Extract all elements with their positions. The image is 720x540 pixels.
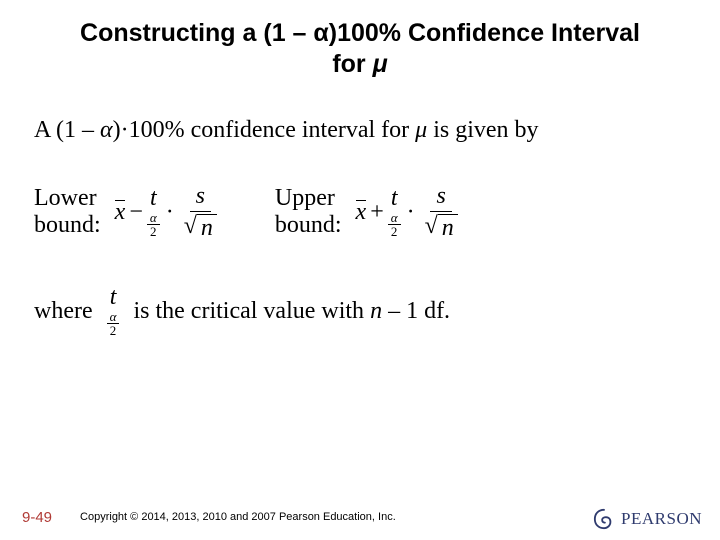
lower-l2: bound: [34, 212, 101, 238]
upper-bound-label: Upper bound: [275, 185, 342, 240]
lower-l1: Lower [34, 185, 97, 211]
s-num: s [190, 184, 211, 212]
page-number: 9-49 [22, 509, 52, 526]
where-rest: is the critical value with n – 1 df. [133, 298, 450, 325]
intro-line: A (1 – α)·100% confidence interval for μ… [34, 117, 686, 144]
t-sub-alpha-over-2: t α 2 [147, 186, 160, 238]
where-pre: is the critical value with [133, 298, 370, 324]
intro-suffix: is given by [427, 117, 538, 143]
alpha-num: α [107, 310, 120, 324]
upper-l2: bound: [275, 212, 342, 238]
intro-mid: )·100% confidence interval for [113, 117, 416, 143]
slide: Constructing a (1 – α)100% Confidence In… [0, 0, 720, 540]
slide-title: Constructing a (1 – α)100% Confidence In… [34, 18, 686, 81]
t-letter: t [391, 186, 398, 210]
bounds-row: Lower bound: x − t α 2 · s √ n [34, 184, 686, 242]
two-den: 2 [388, 225, 401, 238]
brand-swirl-icon [593, 508, 615, 530]
footer: 9-49 Copyright © 2014, 2013, 2010 and 20… [0, 494, 720, 540]
t-letter: t [150, 186, 157, 210]
upper-l1: Upper [275, 185, 335, 211]
t-letter: t [110, 285, 117, 309]
title-line2: for μ [332, 50, 387, 78]
alpha-num: α [388, 211, 401, 225]
brand-text: PEARSON [621, 509, 702, 529]
xbar: x [115, 199, 126, 226]
where-post: – 1 df. [382, 298, 450, 324]
n-rad: n [438, 214, 458, 241]
s-num: s [430, 184, 451, 212]
where-row: where t α 2 is the critical value with n… [34, 285, 686, 337]
sqrt-icon: √ n [184, 214, 217, 241]
t-sub-alpha-over-2: t α 2 [107, 285, 120, 337]
two-den: 2 [107, 324, 120, 337]
cdot: · [164, 199, 176, 226]
t-sub-alpha-over-2: t α 2 [388, 186, 401, 238]
xbar: x [356, 199, 367, 226]
intro-mu: μ [415, 117, 427, 143]
where-n: n [370, 298, 382, 324]
brand: PEARSON [593, 508, 702, 530]
sqrt-icon: √ n [425, 214, 458, 241]
s-over-sqrt-n: s √ n [421, 184, 462, 242]
lower-bound-formula: x − t α 2 · s √ n [115, 184, 221, 242]
lower-bound-label: Lower bound: [34, 185, 101, 240]
intro-prefix: A (1 – [34, 117, 100, 143]
two-den: 2 [147, 225, 160, 238]
plus-sign: + [370, 199, 384, 226]
upper-bound-formula: x + t α 2 · s √ n [356, 184, 462, 242]
s-over-sqrt-n: s √ n [180, 184, 221, 242]
surd: √ [425, 214, 438, 241]
xbar-x: x [115, 199, 126, 225]
minus-sign: − [129, 199, 143, 226]
xbar-x: x [356, 199, 367, 225]
title-line1: Constructing a (1 – α)100% Confidence In… [80, 19, 640, 47]
cdot: · [405, 199, 417, 226]
alpha-num: α [147, 211, 160, 225]
where-label: where [34, 298, 93, 325]
intro-alpha: α [100, 117, 113, 143]
copyright-text: Copyright © 2014, 2013, 2010 and 2007 Pe… [80, 511, 396, 523]
surd: √ [184, 214, 197, 241]
n-rad: n [197, 214, 217, 241]
